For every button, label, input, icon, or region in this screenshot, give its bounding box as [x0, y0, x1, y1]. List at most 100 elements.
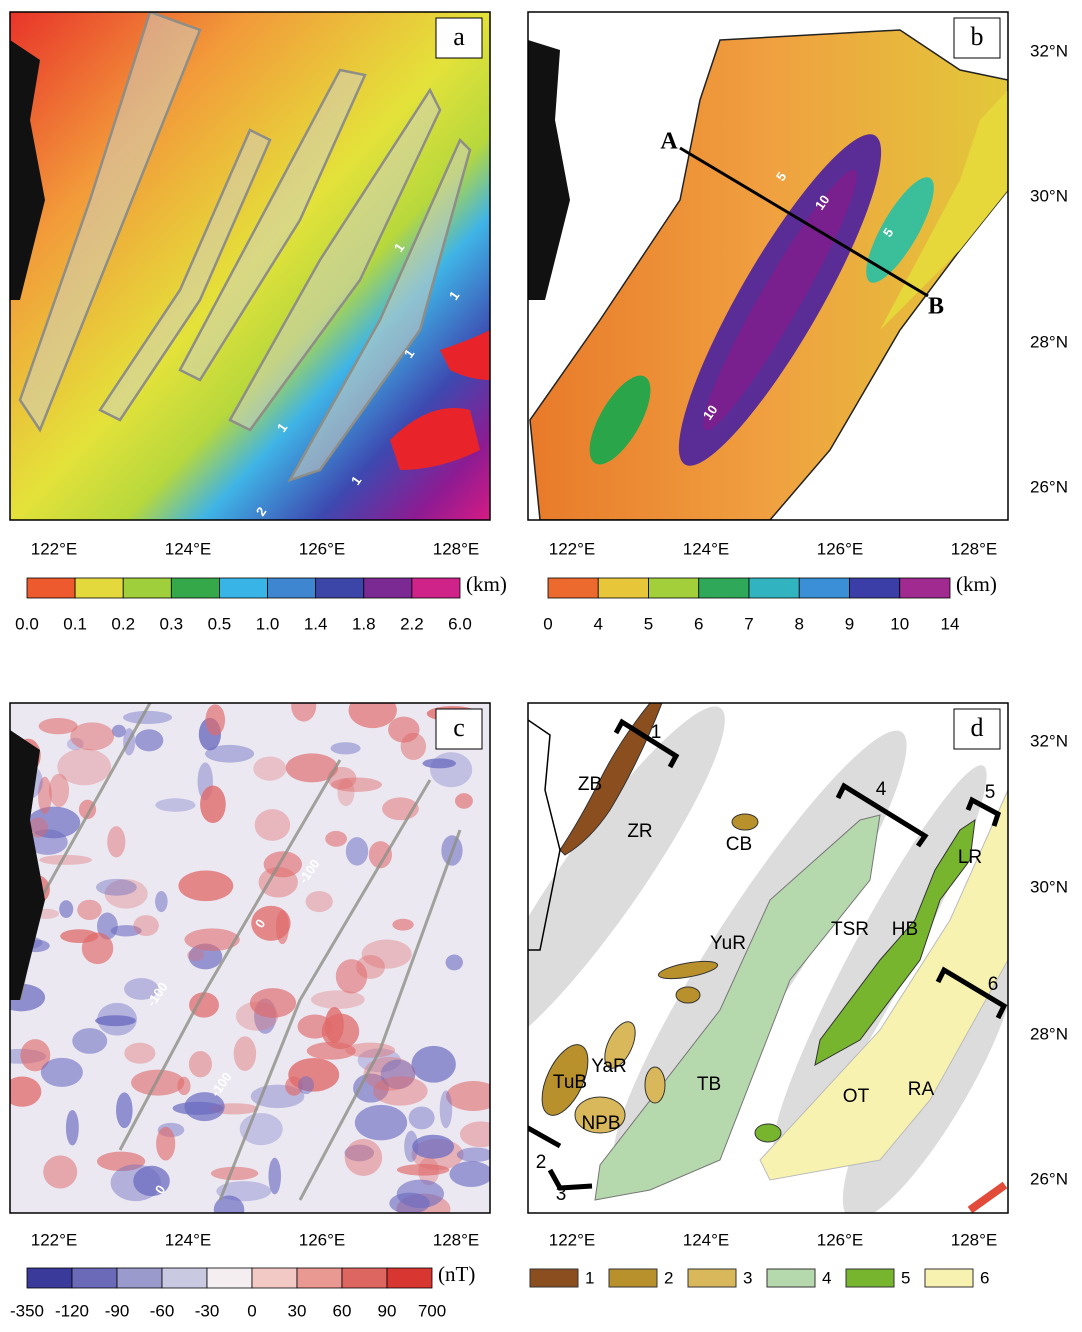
colorbar-tick-label: 7: [744, 614, 753, 633]
map-d: [528, 703, 1008, 1213]
lon-label: 124°E: [165, 1230, 212, 1249]
colorbar-segment: [26, 577, 76, 599]
labels: a b c d 122°E 124°E 126°E 128°E 122°E 124°E 126°E 1…: [10, 17, 1068, 1320]
colorbar-tick-label: 0.2: [111, 614, 135, 633]
lon-label: 122°E: [31, 1230, 78, 1249]
colorbar-tick-label: 700: [418, 1301, 446, 1320]
feature-label: CB: [726, 834, 752, 855]
profile-number: 1: [651, 722, 662, 743]
feature-label: ZR: [627, 821, 652, 842]
colorbar-unit: (km): [956, 572, 997, 596]
legend-label: 6: [980, 1268, 989, 1287]
profile-number: 2: [536, 1152, 547, 1173]
colorbar-tick-label: 5: [644, 614, 653, 633]
colorbar-tick-label: 0: [543, 614, 552, 633]
colorbar-segment: [748, 577, 800, 599]
contour-label: 10: [812, 192, 833, 212]
colorbar-tick-label: 4: [594, 614, 603, 633]
colorbar-tick-label: -120: [55, 1301, 89, 1320]
lon-label: 122°E: [31, 539, 78, 558]
legend-label: 2: [664, 1268, 673, 1287]
colorbar-segment: [698, 577, 750, 599]
colorbar-segment: [798, 577, 850, 599]
lat-label: 26°N: [1030, 1169, 1068, 1188]
colorbar-tick-label: 1.4: [304, 614, 328, 633]
colorbar-segment: [899, 577, 951, 599]
panel-label: c: [453, 713, 465, 742]
colorbar-segment: [122, 577, 172, 599]
lon-label: 126°E: [299, 539, 346, 558]
contour-label: 10: [700, 402, 721, 422]
colorbar-segment: [267, 577, 317, 599]
feature-label: OT: [843, 1086, 870, 1107]
colorbar-tick-label: -30: [195, 1301, 220, 1320]
feature-label: TuB: [553, 1072, 587, 1093]
panel-label-box: [435, 708, 483, 750]
colorbar-tick-label: 6: [694, 614, 703, 633]
map-a: [10, 12, 490, 520]
feature-label: HB: [892, 919, 918, 940]
panel-label-box: [953, 708, 1001, 750]
lat-label: 28°N: [1030, 1024, 1068, 1043]
lon-label: 128°E: [433, 1230, 480, 1249]
profile-number: 5: [985, 782, 996, 803]
legend-label: 5: [901, 1268, 910, 1287]
legend-swatch: [766, 1268, 816, 1288]
colorbar-segment: [648, 577, 700, 599]
map-b: [528, 12, 1008, 520]
colorbar-unit: (km): [466, 572, 507, 596]
feature-label: NPB: [581, 1113, 620, 1134]
profile-number: 6: [988, 974, 999, 995]
colorbar-segment: [219, 577, 268, 599]
colorbar-segment: [386, 1267, 433, 1289]
colorbar-tick-label: 1.8: [352, 614, 376, 633]
colorbar-segment: [547, 577, 599, 599]
panel-label-box: [953, 17, 1001, 59]
colorbar-tick-label: 6.0: [448, 614, 472, 633]
colorbar-tick-label: 0.3: [160, 614, 184, 633]
lon-label: 128°E: [951, 539, 998, 558]
lat-label: 32°N: [1030, 731, 1068, 750]
colorbar-tick-label: 1.0: [256, 614, 280, 633]
lon-label: 124°E: [683, 1230, 730, 1249]
profile-number: 4: [876, 779, 887, 800]
legend-swatch: [529, 1268, 579, 1288]
lon-label: 126°E: [817, 539, 864, 558]
maps: [9, 11, 1009, 1214]
feature-label: YuR: [710, 933, 746, 954]
colorbar-segment: [341, 1267, 388, 1289]
colorbar-tick-label: 30: [288, 1301, 307, 1320]
colorbar-tick-label: 0.5: [208, 614, 232, 633]
lon-label: 128°E: [951, 1230, 998, 1249]
colorbar-tick-label: 9: [845, 614, 854, 633]
lat-label: 32°N: [1030, 41, 1068, 60]
colorbar-tick-label: 0: [247, 1301, 256, 1320]
legend-label: 3: [743, 1268, 752, 1287]
colorbar-segment: [363, 577, 413, 599]
profile-endpoint: B: [928, 294, 944, 320]
colorbar-segment: [251, 1267, 298, 1289]
feature-label: ZB: [578, 774, 602, 795]
legend-swatch: [924, 1268, 974, 1288]
lon-label: 126°E: [299, 1230, 346, 1249]
legend-label: 4: [822, 1268, 831, 1287]
colorbar-tick-label: 0.1: [63, 614, 87, 633]
lat-label: 30°N: [1030, 186, 1068, 205]
colorbar-tick-label: -350: [10, 1301, 44, 1320]
colorbar-tick-label: -60: [150, 1301, 175, 1320]
colorbar-tick-label: 14: [941, 614, 960, 633]
legend-swatch: [845, 1268, 895, 1288]
colorbar-unit: (nT): [438, 1262, 475, 1286]
legend-label: 1: [585, 1268, 594, 1287]
colorbar-segment: [71, 1267, 118, 1289]
lon-label: 124°E: [165, 539, 212, 558]
colorbar-tick-label: 0.0: [15, 614, 39, 633]
colorbar-tick-label: 90: [378, 1301, 397, 1320]
feature-label: LR: [958, 847, 982, 868]
lon-label: 122°E: [549, 1230, 596, 1249]
colorbar-segment: [411, 577, 461, 599]
feature-label: YaR: [591, 1056, 627, 1077]
lon-label: 126°E: [817, 1230, 864, 1249]
colorbar-segment: [26, 1267, 73, 1289]
